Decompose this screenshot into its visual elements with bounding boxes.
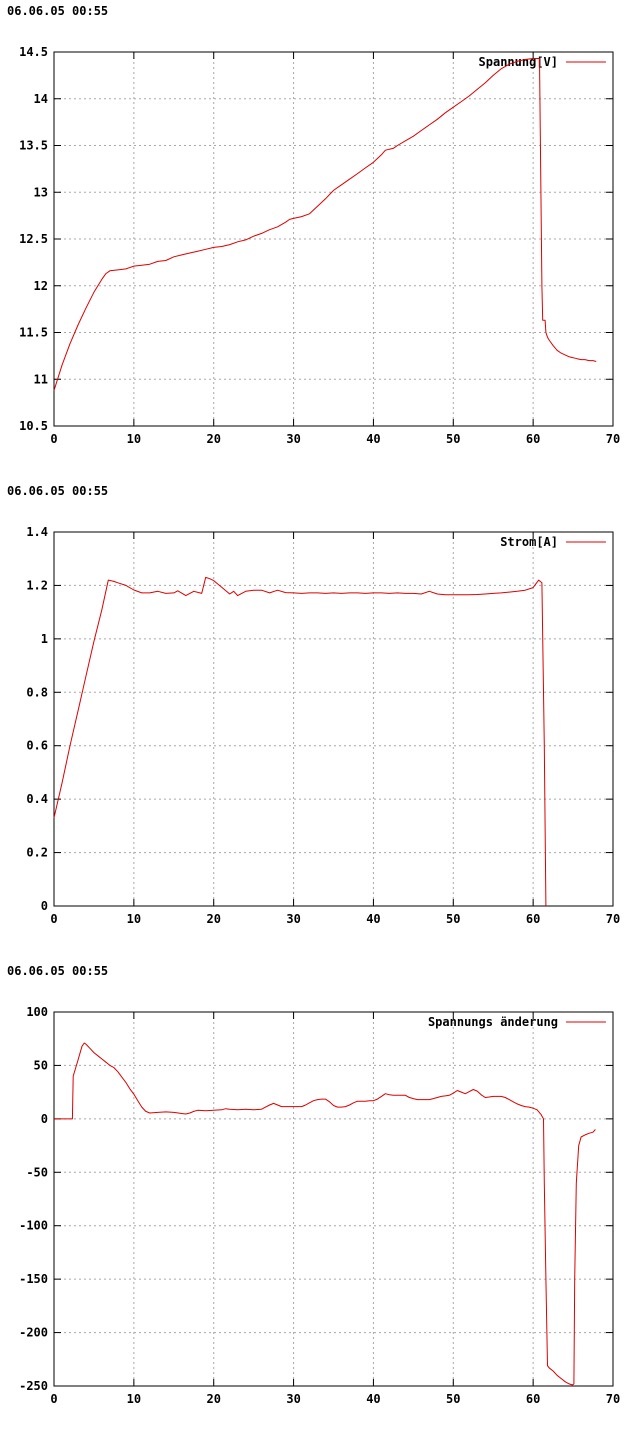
x-tick-label: 30 [286, 912, 300, 926]
y-tick-label: 100 [26, 1005, 48, 1019]
y-tick-label: 0 [41, 1112, 48, 1126]
chart-canvas: 0 10 20 30 40 50 60 70 -250 -200 -150 -100 -50 0 50 100… [7, 964, 620, 1406]
x-tick-label: 20 [206, 1392, 220, 1406]
x-tick-label: 60 [526, 432, 540, 446]
data-line-spannungs-aenderung [54, 1042, 596, 1386]
y-tick-label: 11.5 [19, 326, 48, 340]
timestamp-label: 06.06.05 00:55 [7, 4, 108, 18]
timestamp-label: 06.06.05 00:55 [7, 964, 108, 978]
x-tick-label: 30 [286, 432, 300, 446]
x-tick-label: 20 [206, 432, 220, 446]
x-tick-label: 40 [366, 432, 380, 446]
y-tick-label: 0.8 [26, 685, 48, 699]
x-tick-label: 70 [606, 432, 620, 446]
y-tick-label: 50 [34, 1058, 48, 1072]
x-tick-label: 70 [606, 1392, 620, 1406]
y-tick-label: 10.5 [19, 419, 48, 433]
voltage-chart: 0 10 20 30 40 50 60 70 10.5 11 11.5 12 12.5 13 13.5 14 1… [0, 0, 640, 480]
y-tick-label: -200 [19, 1326, 48, 1340]
x-tick-label: 50 [446, 432, 460, 446]
y-tick-label: -100 [19, 1219, 48, 1233]
y-tick-label: 11 [34, 372, 48, 386]
y-tick-label: 1.4 [26, 525, 48, 539]
legend-label: Spannungs änderung [428, 1015, 558, 1029]
timestamp-label: 06.06.05 00:55 [7, 484, 108, 498]
y-tick-label: -50 [26, 1165, 48, 1179]
x-tick-label: 60 [526, 1392, 540, 1406]
y-tick-label: 1.2 [26, 578, 48, 592]
data-line-strom [53, 576, 547, 907]
plot-border [53, 1011, 614, 1387]
x-tick-label: 10 [127, 1392, 141, 1406]
y-tick-label: -150 [19, 1272, 48, 1286]
x-tick-label: 40 [366, 912, 380, 926]
y-tick-label: 0.2 [26, 846, 48, 860]
current-chart: 0 10 20 30 40 50 60 70 0 0.2 0.4 0.6 0.8 1 1.2 1.4 06.06… [0, 480, 640, 960]
x-tick-label: 50 [446, 912, 460, 926]
x-tick-label: 30 [286, 1392, 300, 1406]
x-tick-label: 60 [526, 912, 540, 926]
voltage-change-chart: 0 10 20 30 40 50 60 70 -250 -200 -150 -100 -50 0 50 100… [0, 960, 640, 1440]
y-tick-label: -250 [19, 1379, 48, 1393]
y-tick-label: 0.6 [26, 739, 48, 753]
y-tick-label: 12.5 [19, 232, 48, 246]
x-tick-label: 0 [50, 432, 57, 446]
x-tick-label: 10 [127, 912, 141, 926]
y-tick-label: 1 [41, 632, 48, 646]
y-tick-label: 13 [34, 185, 48, 199]
legend-label: Strom[A] [500, 535, 558, 549]
y-tick-label: 14 [34, 92, 48, 106]
legend-label: Spannung[V] [479, 55, 558, 69]
y-tick-label: 12 [34, 279, 48, 293]
y-tick-label: 14.5 [19, 45, 48, 59]
x-tick-label: 40 [366, 1392, 380, 1406]
x-tick-label: 50 [446, 1392, 460, 1406]
y-tick-label: 0.4 [26, 792, 48, 806]
chart-canvas: 0 10 20 30 40 50 60 70 10.5 11 11.5 12 12.5 13 13.5 14 1… [7, 4, 620, 446]
x-tick-label: 10 [127, 432, 141, 446]
data-line-spannung [53, 58, 597, 391]
chart-canvas: 0 10 20 30 40 50 60 70 0 0.2 0.4 0.6 0.8 1 1.2 1.4 06.06… [7, 484, 620, 926]
x-tick-label: 0 [50, 912, 57, 926]
y-tick-label: 13.5 [19, 139, 48, 153]
y-tick-label: 0 [41, 899, 48, 913]
x-tick-label: 20 [206, 912, 220, 926]
x-tick-label: 0 [50, 1392, 57, 1406]
plot-border [53, 531, 614, 907]
x-tick-label: 70 [606, 912, 620, 926]
